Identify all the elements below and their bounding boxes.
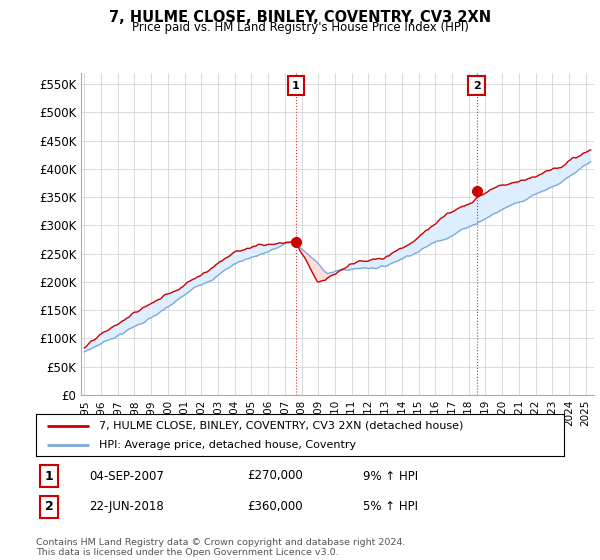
Text: 7, HULME CLOSE, BINLEY, COVENTRY, CV3 2XN (detached house): 7, HULME CLOSE, BINLEY, COVENTRY, CV3 2X… (100, 421, 464, 431)
Text: 1: 1 (45, 469, 53, 483)
Text: £270,000: £270,000 (247, 469, 303, 483)
Text: Price paid vs. HM Land Registry's House Price Index (HPI): Price paid vs. HM Land Registry's House … (131, 21, 469, 34)
Text: 2: 2 (45, 500, 53, 514)
Text: 9% ↑ HPI: 9% ↑ HPI (364, 469, 418, 483)
Text: 22-JUN-2018: 22-JUN-2018 (89, 500, 164, 514)
Text: Contains HM Land Registry data © Crown copyright and database right 2024.
This d: Contains HM Land Registry data © Crown c… (36, 538, 406, 557)
Text: 04-SEP-2007: 04-SEP-2007 (89, 469, 164, 483)
Text: 5% ↑ HPI: 5% ↑ HPI (364, 500, 418, 514)
Text: £360,000: £360,000 (247, 500, 303, 514)
Text: HPI: Average price, detached house, Coventry: HPI: Average price, detached house, Cove… (100, 440, 356, 450)
Text: 7, HULME CLOSE, BINLEY, COVENTRY, CV3 2XN: 7, HULME CLOSE, BINLEY, COVENTRY, CV3 2X… (109, 10, 491, 25)
Text: 2: 2 (473, 81, 481, 91)
Text: 1: 1 (292, 81, 300, 91)
